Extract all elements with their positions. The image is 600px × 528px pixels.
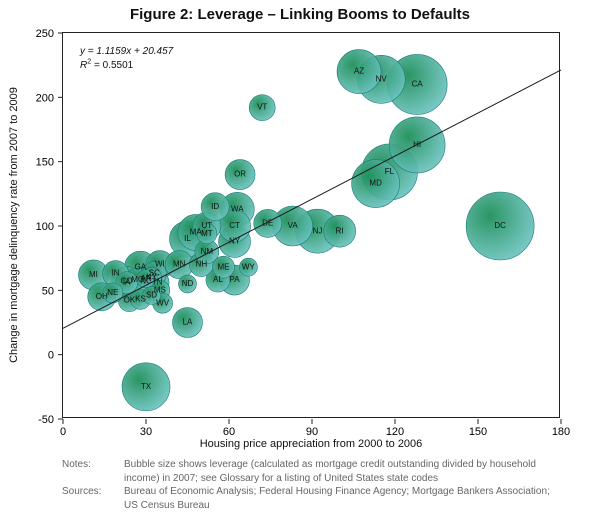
bubble-ND — [179, 275, 197, 293]
svg-text:30: 30 — [140, 426, 152, 438]
svg-text:0: 0 — [60, 426, 66, 438]
bubble-OR — [225, 160, 255, 190]
svg-text:60: 60 — [223, 426, 235, 438]
svg-text:200: 200 — [36, 92, 54, 104]
bubble-RI — [324, 215, 356, 247]
bubble-ME — [212, 256, 234, 278]
bubble-MD — [352, 160, 400, 208]
svg-text:-50: -50 — [38, 414, 54, 426]
bubble-MT — [197, 224, 217, 244]
bubble-DC — [466, 192, 534, 260]
bubble-chart: 0306090120150180-50050100150200250TXLAOH… — [62, 32, 560, 418]
bubble-AZ — [337, 50, 381, 94]
bubble-ID — [201, 193, 229, 221]
regression-equation: y = 1.1159x + 20.457 R2 = 0.5501 — [80, 45, 173, 72]
notes-key: Notes: — [62, 458, 124, 485]
equation-line1: y = 1.1159x + 20.457 — [80, 45, 173, 59]
notes-value: Bureau of Economic Analysis; Federal Hou… — [124, 485, 560, 512]
y-axis-label: Change in mortgage delinquency rate from… — [8, 87, 20, 363]
bubble-DE — [254, 209, 282, 237]
chart-svg: 0306090120150180-50050100150200250TXLAOH… — [63, 33, 561, 419]
notes-key: Sources: — [62, 485, 124, 512]
sources-row: Sources:Bureau of Economic Analysis; Fed… — [62, 485, 560, 512]
bubble-TX — [122, 363, 170, 411]
svg-text:250: 250 — [36, 28, 54, 40]
bubble-NE — [103, 283, 123, 303]
equation-line2: R2 = 0.5501 — [80, 59, 173, 73]
svg-text:150: 150 — [36, 157, 54, 169]
figure-title: Figure 2: Leverage – Linking Booms to De… — [0, 6, 600, 23]
svg-text:100: 100 — [36, 221, 54, 233]
bubble-VT — [249, 95, 275, 121]
notes-value: Bubble size shows leverage (calculated a… — [124, 458, 560, 485]
svg-text:0: 0 — [48, 350, 54, 362]
x-axis-label: Housing price appreciation from 2000 to … — [62, 438, 560, 450]
svg-text:150: 150 — [469, 426, 487, 438]
svg-text:180: 180 — [552, 426, 570, 438]
figure-notes: Notes:Bubble size shows leverage (calcul… — [62, 458, 560, 512]
bubble-LA — [173, 308, 203, 338]
bubble-SD — [143, 286, 161, 304]
svg-text:50: 50 — [42, 285, 54, 297]
notes-row: Notes:Bubble size shows leverage (calcul… — [62, 458, 560, 485]
svg-text:120: 120 — [386, 426, 404, 438]
svg-text:90: 90 — [306, 426, 318, 438]
bubble-MN — [165, 251, 193, 279]
bubble-WY — [239, 258, 257, 276]
